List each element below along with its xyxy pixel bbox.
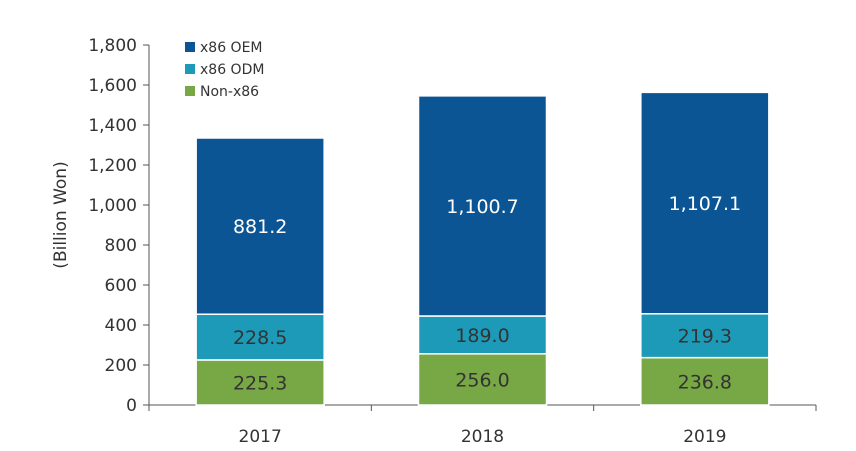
legend-swatch bbox=[185, 86, 195, 96]
y-tick-label: 400 bbox=[105, 316, 137, 336]
data-label: 219.3 bbox=[678, 326, 732, 348]
bar-segment bbox=[417, 315, 548, 355]
y-tick-label: 1,200 bbox=[88, 156, 137, 176]
chart-legend: x86 OEM x86 ODM Non-x86 bbox=[185, 40, 264, 100]
legend-item: Non-x86 bbox=[185, 84, 259, 100]
data-label: 256.0 bbox=[455, 369, 509, 391]
y-axis-ticks: 0 200 400 600 800 1,000 1,200 1,400 1,600 1,800 bbox=[88, 36, 149, 416]
x-tick-label: 2018 bbox=[461, 427, 504, 447]
x-axis-labels: 2017 2018 2019 bbox=[239, 427, 727, 447]
bar-segment bbox=[417, 95, 548, 317]
x-tick-label: 2017 bbox=[239, 427, 282, 447]
bar-segment bbox=[640, 313, 770, 359]
y-tick-label: 0 bbox=[126, 396, 137, 416]
legend-label: x86 ODM bbox=[200, 62, 264, 78]
legend-label: Non-x86 bbox=[200, 84, 259, 100]
bar-segment bbox=[417, 353, 548, 406]
y-tick-label: 1,800 bbox=[88, 36, 137, 56]
legend-swatch bbox=[185, 42, 195, 52]
data-label: 1,100.7 bbox=[446, 196, 519, 218]
data-label: 228.5 bbox=[233, 327, 287, 349]
y-tick-label: 1,600 bbox=[88, 76, 137, 96]
y-axis-title: (Billion Won) bbox=[51, 161, 71, 268]
data-label: 1,107.1 bbox=[669, 193, 742, 215]
bar-segment bbox=[195, 313, 325, 361]
x-tick-label: 2019 bbox=[683, 427, 726, 447]
data-label: 881.2 bbox=[233, 216, 287, 238]
data-label: 189.0 bbox=[455, 325, 509, 347]
y-tick-label: 800 bbox=[105, 236, 137, 256]
legend-label: x86 OEM bbox=[200, 40, 263, 56]
legend-item: x86 ODM bbox=[185, 62, 264, 78]
y-tick-label: 600 bbox=[105, 276, 137, 296]
y-tick-label: 1,000 bbox=[88, 196, 137, 216]
data-label: 225.3 bbox=[233, 372, 287, 394]
legend-item: x86 OEM bbox=[185, 40, 263, 56]
bar-segment bbox=[195, 137, 325, 315]
bar-segment bbox=[640, 91, 770, 315]
legend-swatch bbox=[185, 64, 195, 74]
y-tick-label: 1,400 bbox=[88, 116, 137, 136]
y-tick-label: 200 bbox=[105, 356, 137, 376]
bar-segment bbox=[195, 359, 325, 406]
chart-bars: 225.3 228.5 881.2 256.0 189.0 1,100.7 236.8 219… bbox=[195, 91, 770, 406]
data-label: 236.8 bbox=[678, 371, 732, 393]
